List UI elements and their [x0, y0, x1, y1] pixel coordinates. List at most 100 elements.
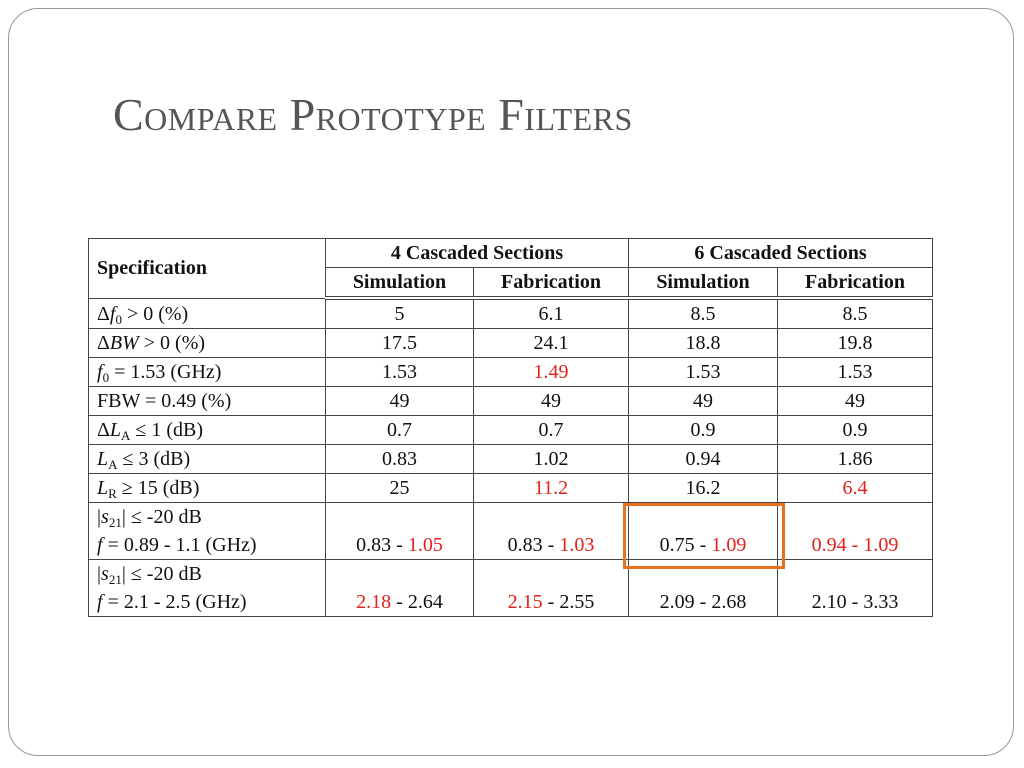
table-row: ΔBW > 0 (%) 17.5 24.1 18.8 19.8 [88, 328, 933, 358]
cell-line: ΔBW > 0 (%) [97, 329, 317, 357]
cell-text: | ≤ -20 dB [121, 563, 202, 585]
cell-text: 49 [389, 390, 410, 412]
header-cell: Specification [88, 238, 326, 299]
spec-cell: |s21| ≤ -20 dB f = 2.1 - 2.5 (GHz) [88, 559, 326, 617]
value-cell: 5 [325, 297, 474, 329]
cell-text: 6.1 [538, 303, 564, 325]
spec-cell: Δf0 > 0 (%) [88, 297, 326, 329]
cell-text: f [97, 534, 103, 556]
cell-text: = 0.89 - 1.1 (GHz) [102, 534, 257, 556]
cell-text: 0.75 - [659, 534, 712, 556]
cell-text: 1.05 [407, 534, 443, 556]
table-row: FBW = 0.49 (%) 49 49 49 49 [88, 386, 933, 416]
cell-text: 1.53 [837, 361, 873, 383]
cell-line: f = 2.1 - 2.5 (GHz) [97, 588, 317, 616]
cell-text: 1.02 [533, 448, 569, 470]
cell-text: = 2.1 - 2.5 (GHz) [102, 591, 247, 613]
cell-line: Δf0 > 0 (%) [97, 300, 317, 328]
cell-text: 16.2 [685, 477, 721, 499]
cell-text: 2.15 [507, 591, 543, 613]
cell-line: |s21| ≤ -20 dB [97, 560, 317, 588]
cell-text: 24.1 [533, 332, 569, 354]
cell-text: Δ [97, 303, 110, 325]
value-cell: 0.94 - 1.09 [777, 502, 933, 560]
table-row: LR ≥ 15 (dB) 25 11.2 16.2 6.4 [88, 473, 933, 503]
header-cell: Fabrication [777, 267, 933, 300]
cell-text: 11.2 [533, 477, 569, 499]
cell-text: 0.83 [382, 448, 417, 470]
cell-text: 5 [394, 303, 405, 325]
value-cell: 1.53 [777, 357, 933, 387]
cell-text: A [108, 457, 118, 472]
cell-text: 6.4 [842, 477, 868, 499]
value-cell: 2.18 - 2.64 [325, 559, 474, 617]
cell-text: ≥ 15 (dB) [116, 477, 200, 499]
value-cell: 0.9 [777, 415, 933, 445]
value-cell: 49 [325, 386, 474, 416]
cell-text: f [97, 591, 103, 613]
cell-text: 8.5 [842, 303, 868, 325]
cell-text: 0.94 - 1.09 [811, 534, 899, 556]
cell-text: 0.7 [387, 419, 412, 441]
cell-text: Δ [97, 419, 110, 441]
cell-text: | [97, 563, 102, 585]
cell-text: 21 [108, 515, 122, 530]
cell-line: f = 0.89 - 1.1 (GHz) [97, 531, 317, 559]
slide-frame [8, 8, 1014, 756]
cell-line: 6.4 [786, 474, 924, 502]
value-cell: 18.8 [628, 328, 778, 358]
value-cell: 1.02 [473, 444, 629, 474]
cell-text: s [101, 506, 109, 528]
cell-line: LA ≤ 3 (dB) [97, 445, 317, 473]
value-cell: 8.5 [628, 297, 778, 329]
table-row: |s21| ≤ -20 dB f = 2.1 - 2.5 (GHz) 2.18 - … [88, 559, 933, 617]
value-cell: 1.86 [777, 444, 933, 474]
comparison-table: Specification 4 Cascaded Sections 6 Casc… [88, 238, 933, 617]
table-row: Δf0 > 0 (%) 5 6.1 8.5 8.5 [88, 297, 933, 329]
cell-text: 1.03 [559, 534, 595, 556]
spec-cell: |s21| ≤ -20 dB f = 0.89 - 1.1 (GHz) [88, 502, 326, 560]
table-row: ΔLA ≤ 1 (dB) 0.7 0.7 0.9 0.9 [88, 415, 933, 445]
table-row: LA ≤ 3 (dB) 0.83 1.02 0.94 1.86 [88, 444, 933, 474]
cell-text: 2.18 [356, 591, 392, 613]
cell-line: 0.83 - 1.03 [482, 531, 620, 559]
cell-line: 0.83 - 1.05 [334, 531, 465, 559]
cell-text: A [121, 428, 131, 443]
value-cell: 16.2 [628, 473, 778, 503]
cell-text: R [108, 486, 117, 501]
value-cell: 2.10 - 3.33 [777, 559, 933, 617]
cell-text: 1.09 [711, 534, 747, 556]
cell-text: 49 [693, 390, 713, 412]
value-cell: 49 [628, 386, 778, 416]
cell-text: 0 [102, 370, 110, 385]
value-cell: 6.1 [473, 297, 629, 329]
cell-text: 1.49 [533, 361, 569, 383]
value-cell: 25 [325, 473, 474, 503]
cell-text: = 1.53 (GHz) [109, 361, 222, 383]
cell-line: 2.15 - 2.55 [482, 588, 620, 616]
cell-text: 0.9 [690, 419, 716, 441]
cell-text: f [97, 361, 103, 383]
value-cell: 0.83 [325, 444, 474, 474]
spec-cell: LR ≥ 15 (dB) [88, 473, 326, 503]
spec-cell: f0 = 1.53 (GHz) [88, 357, 326, 387]
value-cell: 0.94 [628, 444, 778, 474]
cell-text: 49 [845, 390, 865, 412]
cell-text: 0.9 [842, 419, 868, 441]
cell-line: |s21| ≤ -20 dB [97, 503, 317, 531]
cell-text: 21 [108, 572, 122, 587]
spec-cell: LA ≤ 3 (dB) [88, 444, 326, 474]
cell-text: 1.53 [685, 361, 721, 383]
cell-text: s [101, 563, 109, 585]
value-cell: 0.9 [628, 415, 778, 445]
highlight-box [623, 503, 785, 569]
cell-line: ΔLA ≤ 1 (dB) [97, 416, 317, 444]
header-cell: 6 Cascaded Sections [628, 238, 933, 268]
header-cell: 4 Cascaded Sections [325, 238, 629, 268]
header-row: Simulation Fabrication Simulation Fabric… [89, 267, 933, 300]
header-row: Specification 4 Cascaded Sections 6 Casc… [88, 238, 933, 299]
cell-line: LR ≥ 15 (dB) [97, 474, 317, 502]
cell-text: 25 [389, 477, 410, 499]
cell-text: Δ [97, 332, 110, 354]
